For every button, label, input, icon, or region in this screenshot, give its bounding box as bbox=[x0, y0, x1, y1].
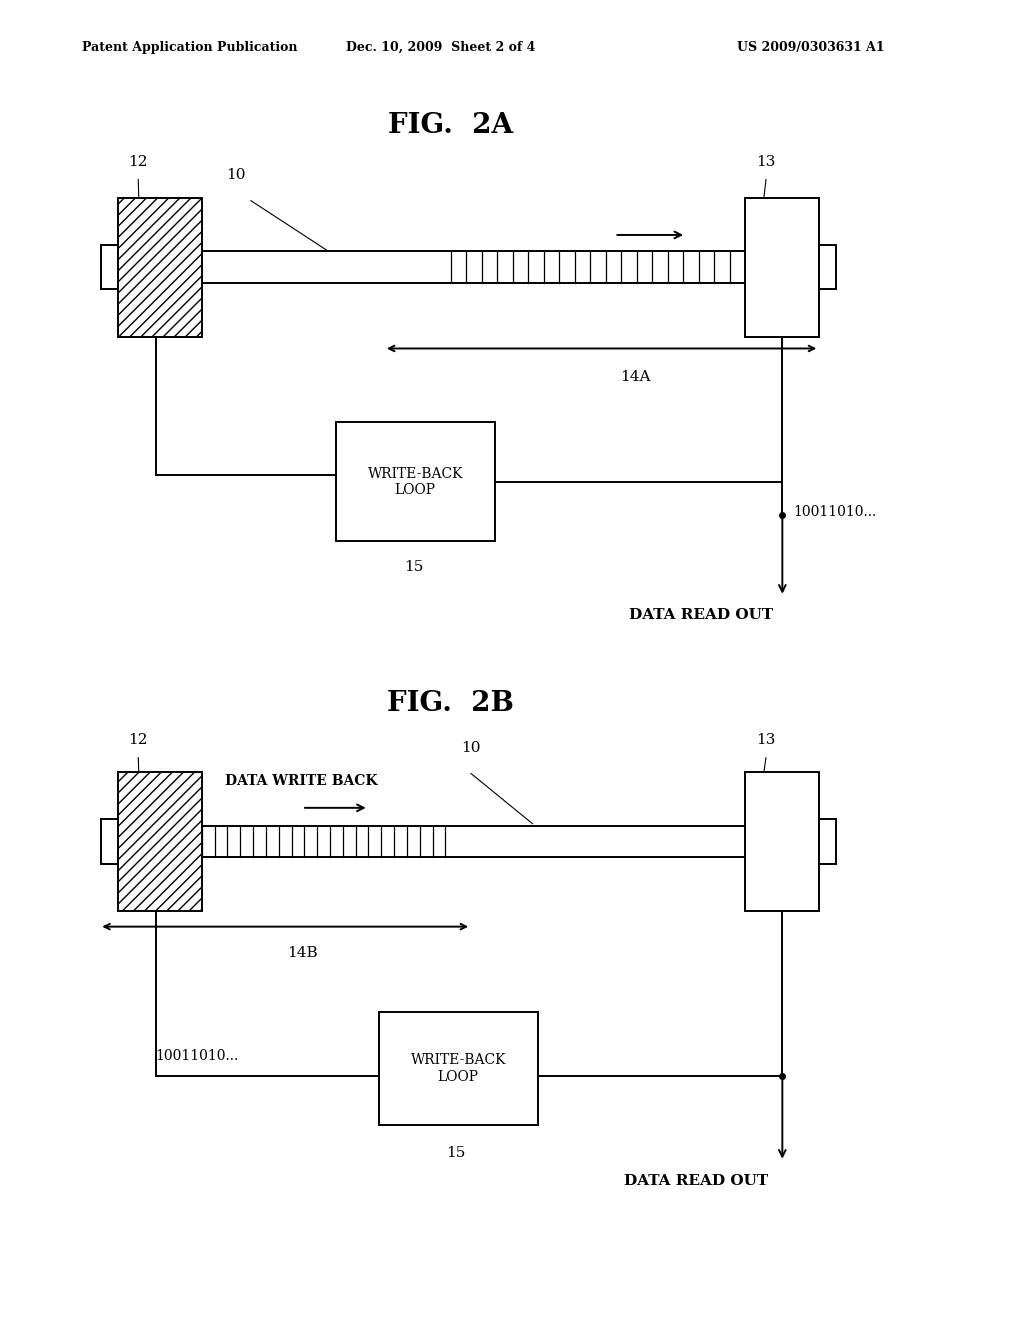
Text: FIG.  2A: FIG. 2A bbox=[388, 112, 513, 139]
Text: US 2009/0303631 A1: US 2009/0303631 A1 bbox=[737, 41, 885, 54]
Bar bbox=[336, 422, 495, 541]
Bar bbox=[745, 198, 819, 337]
Text: 10: 10 bbox=[225, 168, 246, 182]
Text: 13: 13 bbox=[757, 154, 775, 169]
Text: 14B: 14B bbox=[287, 946, 317, 961]
Bar bbox=[379, 1012, 538, 1125]
Text: WRITE-BACK
LOOP: WRITE-BACK LOOP bbox=[368, 467, 463, 496]
Text: 12: 12 bbox=[128, 154, 148, 169]
Text: DATA READ OUT: DATA READ OUT bbox=[630, 609, 773, 622]
Text: DATA READ OUT: DATA READ OUT bbox=[625, 1175, 768, 1188]
Bar bbox=[819, 820, 836, 863]
Text: FIG.  2B: FIG. 2B bbox=[387, 690, 514, 717]
Bar bbox=[118, 772, 202, 911]
Text: 10: 10 bbox=[461, 741, 481, 755]
Text: 10011010...: 10011010... bbox=[156, 1049, 239, 1063]
Text: 15: 15 bbox=[404, 560, 423, 574]
Bar bbox=[745, 772, 819, 911]
Text: 12: 12 bbox=[128, 733, 148, 747]
Bar bbox=[118, 198, 202, 337]
Text: DATA WRITE BACK: DATA WRITE BACK bbox=[225, 775, 378, 788]
Text: 14A: 14A bbox=[620, 370, 650, 384]
Bar bbox=[101, 820, 118, 863]
Bar bbox=[819, 246, 836, 289]
Bar bbox=[101, 246, 118, 289]
Text: Dec. 10, 2009  Sheet 2 of 4: Dec. 10, 2009 Sheet 2 of 4 bbox=[346, 41, 535, 54]
Text: Patent Application Publication: Patent Application Publication bbox=[82, 41, 297, 54]
Text: 10011010...: 10011010... bbox=[794, 506, 877, 519]
Text: 15: 15 bbox=[446, 1146, 465, 1160]
Text: WRITE-BACK
LOOP: WRITE-BACK LOOP bbox=[411, 1053, 506, 1084]
Text: 13: 13 bbox=[757, 733, 775, 747]
